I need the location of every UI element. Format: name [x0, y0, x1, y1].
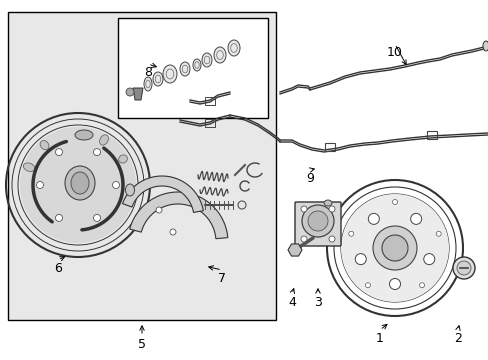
Ellipse shape — [143, 77, 152, 91]
Text: 1: 1 — [375, 332, 383, 345]
Ellipse shape — [227, 40, 240, 56]
Text: 5: 5 — [138, 338, 146, 351]
Ellipse shape — [180, 62, 190, 76]
Ellipse shape — [100, 135, 108, 145]
Polygon shape — [129, 192, 227, 239]
Ellipse shape — [153, 72, 163, 86]
Bar — [204, 119, 215, 127]
Circle shape — [307, 211, 327, 231]
Circle shape — [410, 213, 421, 224]
Circle shape — [435, 231, 440, 236]
Circle shape — [301, 236, 306, 242]
Circle shape — [456, 261, 470, 275]
Circle shape — [93, 149, 101, 156]
Circle shape — [301, 206, 306, 212]
Ellipse shape — [324, 200, 331, 206]
Circle shape — [355, 254, 366, 265]
Circle shape — [367, 213, 379, 224]
Bar — [426, 131, 436, 139]
Circle shape — [126, 88, 134, 96]
Ellipse shape — [202, 53, 212, 67]
Circle shape — [302, 205, 333, 237]
Circle shape — [365, 283, 370, 288]
Text: 3: 3 — [313, 296, 321, 309]
Circle shape — [93, 215, 101, 221]
Bar — [204, 97, 215, 105]
Ellipse shape — [193, 59, 201, 71]
Circle shape — [112, 181, 119, 189]
Text: 7: 7 — [218, 271, 225, 284]
Circle shape — [423, 254, 434, 265]
Ellipse shape — [125, 184, 134, 196]
Circle shape — [389, 279, 400, 289]
Text: 8: 8 — [143, 66, 152, 78]
Circle shape — [328, 236, 334, 242]
Ellipse shape — [75, 130, 93, 140]
Circle shape — [392, 199, 397, 204]
Circle shape — [55, 149, 62, 156]
Circle shape — [372, 226, 416, 270]
Circle shape — [170, 229, 176, 235]
Bar — [118, 18, 267, 118]
Ellipse shape — [214, 47, 225, 63]
Ellipse shape — [23, 163, 35, 171]
Circle shape — [452, 257, 474, 279]
Polygon shape — [133, 88, 142, 100]
Circle shape — [340, 194, 448, 302]
Ellipse shape — [40, 140, 49, 150]
Text: 6: 6 — [54, 261, 62, 274]
Ellipse shape — [119, 155, 127, 163]
Circle shape — [55, 215, 62, 221]
Circle shape — [156, 207, 162, 213]
Circle shape — [381, 235, 407, 261]
Circle shape — [20, 127, 136, 243]
Bar — [8, 12, 275, 320]
Text: 2: 2 — [453, 332, 461, 345]
Ellipse shape — [65, 166, 95, 200]
Ellipse shape — [163, 65, 177, 83]
Text: 4: 4 — [287, 296, 295, 309]
Circle shape — [348, 231, 353, 236]
Text: 10: 10 — [386, 45, 402, 58]
Ellipse shape — [71, 172, 89, 194]
Circle shape — [419, 283, 424, 288]
FancyBboxPatch shape — [294, 202, 340, 246]
Ellipse shape — [482, 41, 488, 51]
Circle shape — [328, 206, 334, 212]
Bar — [325, 143, 334, 151]
Circle shape — [37, 181, 43, 189]
Polygon shape — [122, 176, 203, 212]
Text: 9: 9 — [305, 171, 313, 184]
